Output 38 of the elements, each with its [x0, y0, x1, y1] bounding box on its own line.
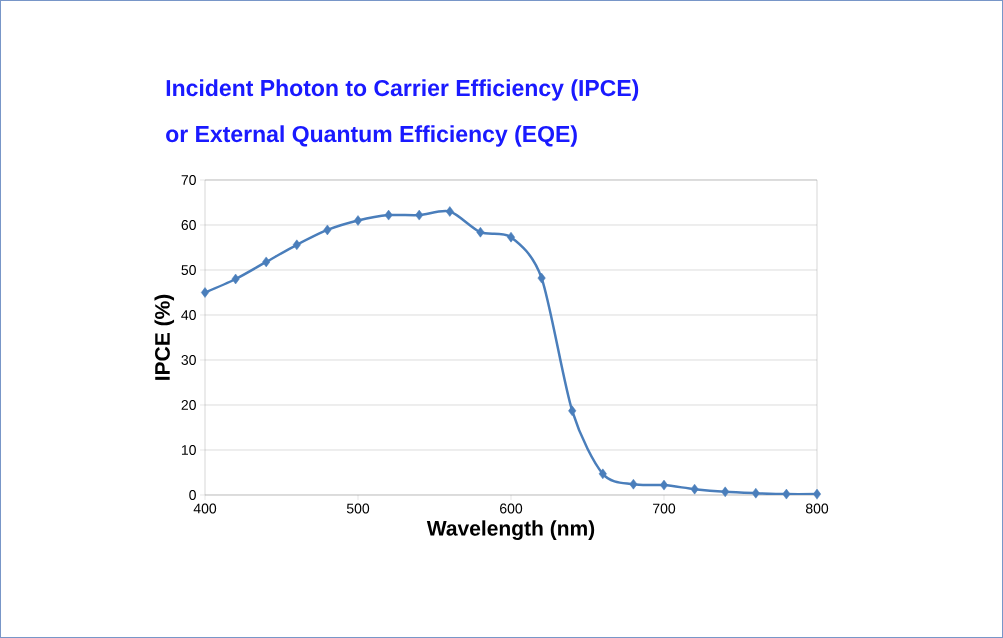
x-tick-label: 600: [500, 503, 523, 514]
y-tick-label: 10: [181, 445, 196, 455]
point: [598, 468, 607, 480]
point: [537, 272, 546, 284]
x-tick-label: 700: [653, 503, 676, 514]
y-axis-title: IPCE (%): [154, 294, 175, 380]
point: [231, 273, 240, 285]
point: [660, 479, 669, 491]
point: [354, 215, 363, 226]
x-axis-title: Wavelength (nm): [426, 520, 595, 540]
point: [568, 405, 577, 417]
point: [782, 488, 791, 500]
x-tick-label: 800: [805, 503, 829, 514]
y-tick-label: 70: [181, 175, 196, 185]
x-tick-label: 500: [346, 503, 370, 514]
point: [323, 224, 332, 236]
y-tick-label: 20: [181, 400, 196, 410]
point: [507, 231, 516, 243]
point: [751, 487, 760, 499]
point: [384, 209, 393, 221]
x-tick-label: 400: [193, 503, 217, 514]
y-tick-label: 40: [181, 310, 196, 320]
point: [476, 226, 485, 238]
y-tick-label: 0: [189, 490, 196, 500]
point: [415, 209, 424, 221]
point: [813, 488, 822, 500]
chart-title: Incident Photon to Carrier Efficiency (IPCE): [166, 79, 639, 101]
y-tick-label: 30: [181, 355, 196, 365]
chart-subtitle: or External Quantum Efficiency (EQE): [166, 125, 577, 147]
point: [445, 206, 454, 217]
y-tick-label: 60: [181, 220, 196, 230]
y-tick-label: 50: [181, 265, 196, 275]
point: [292, 239, 301, 251]
point: [201, 287, 210, 298]
point: [629, 478, 638, 490]
point: [721, 486, 730, 498]
point: [690, 483, 699, 495]
point: [262, 256, 271, 268]
